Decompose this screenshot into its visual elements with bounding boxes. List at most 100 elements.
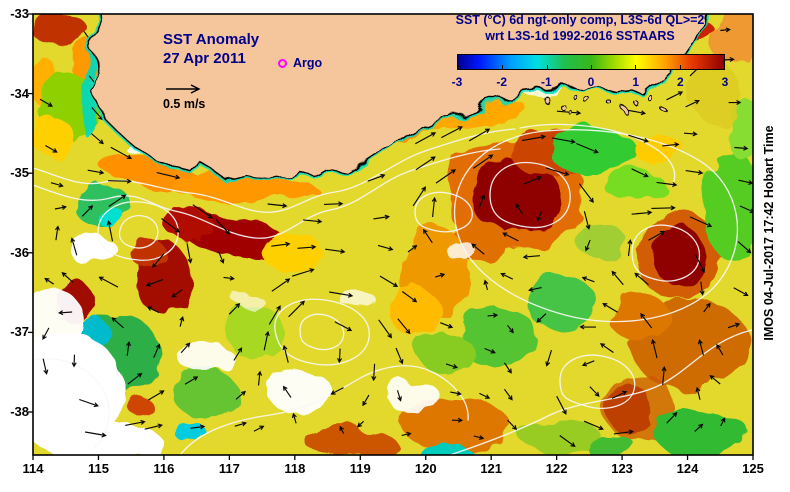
island (658, 104, 664, 110)
anomaly-patch (610, 294, 670, 342)
current-vector-arrow (450, 390, 462, 396)
current-vector-arrow (282, 344, 289, 363)
current-vector-arrow (431, 196, 437, 218)
current-vector-arrow (186, 243, 193, 264)
ssh-contour (414, 191, 473, 233)
current-vector-arrow (703, 302, 711, 313)
current-vector-arrow (551, 137, 576, 145)
ssh-contour (449, 329, 753, 455)
current-vector-arrow (44, 277, 55, 285)
current-vector-arrow (282, 385, 292, 398)
current-vector-arrow (253, 425, 265, 432)
ssh-contour (33, 148, 501, 239)
current-vector-arrow (401, 291, 418, 303)
anomaly-patch (652, 410, 748, 454)
anomaly-patch (340, 291, 376, 309)
anomaly-patch (605, 169, 665, 203)
island (604, 97, 610, 103)
current-vector-arrow (584, 239, 591, 252)
current-vector-arrow (699, 281, 705, 296)
current-vector-arrow (727, 322, 741, 329)
current-vectors (39, 27, 753, 448)
current-vector-arrow (401, 431, 412, 437)
current-vector-arrow (720, 27, 731, 33)
current-vector-arrow (661, 365, 667, 385)
current-vector-arrow (367, 173, 386, 182)
current-vector-arrow (415, 132, 437, 145)
island (647, 95, 653, 101)
current-vector-arrow (85, 431, 107, 438)
current-vector-arrow (716, 343, 724, 356)
current-vector-arrow (602, 302, 618, 313)
current-vector-arrow (468, 128, 491, 142)
current-vector-arrow (106, 220, 114, 242)
map-plot-area (33, 14, 753, 455)
current-vector-arrow (90, 133, 104, 145)
current-vector-arrow (303, 218, 323, 224)
current-vector-arrow (42, 358, 49, 375)
island (575, 97, 581, 103)
current-vector-arrow (379, 275, 399, 288)
current-vector-arrow (611, 390, 628, 399)
ssh-contour (299, 313, 345, 351)
current-vector-arrow (125, 419, 146, 426)
current-vector-arrow (631, 210, 653, 216)
island (567, 109, 573, 115)
anomaly-patch (587, 436, 637, 455)
current-vector-arrow (156, 172, 181, 180)
current-vector-arrow (662, 142, 680, 148)
current-vector-arrow (218, 251, 225, 264)
current-vector-arrow (631, 168, 649, 178)
current-vector-arrow (215, 219, 231, 235)
current-vector-arrow (695, 254, 705, 273)
current-vector-arrow (161, 218, 181, 233)
current-vector-arrow (378, 319, 392, 339)
ssh-contour (274, 298, 370, 366)
current-vector-arrow (373, 214, 391, 220)
current-vector-arrow (734, 145, 749, 151)
current-vector-arrow (500, 272, 514, 280)
anomaly-patch (446, 244, 478, 260)
current-vector-arrow (108, 178, 132, 184)
current-vector-arrow (71, 354, 77, 368)
anomaly-patch (33, 118, 74, 154)
current-vector-arrow (334, 321, 353, 332)
anomaly-patch (652, 225, 704, 285)
current-vector-arrow (323, 201, 344, 207)
anomaly-patch (417, 332, 473, 372)
ssh-contour (559, 354, 636, 409)
ssh-contour (33, 358, 110, 449)
current-vector-arrow (581, 360, 595, 367)
current-vector-arrow (58, 310, 73, 316)
anomaly-patch (389, 381, 441, 415)
island (588, 101, 596, 109)
current-vector-arrow (54, 205, 67, 211)
current-vector-arrow (415, 156, 436, 171)
current-vector-arrow (521, 134, 547, 142)
current-vector-arrow (127, 372, 143, 385)
current-vector-arrow (578, 183, 594, 203)
current-vector-arrow (507, 419, 518, 431)
current-vector-arrow (471, 243, 485, 255)
current-vector-arrow (581, 276, 595, 283)
current-vector-arrow (179, 316, 185, 327)
current-vector-arrow (435, 169, 457, 184)
current-vector-arrow (685, 99, 700, 108)
anomaly-patch (305, 427, 395, 455)
anomaly-patch (128, 396, 152, 416)
current-vector-arrow (628, 134, 649, 143)
anomaly-patch (33, 333, 125, 455)
current-vector-arrow (583, 211, 591, 230)
current-vector-arrow (288, 300, 305, 318)
anomaly-patch (725, 100, 753, 160)
current-vector-arrow (81, 205, 94, 217)
current-vector-arrow (689, 216, 713, 228)
current-vector-arrow (79, 398, 99, 408)
anomaly-patch (234, 292, 262, 308)
current-vector-arrow (267, 203, 288, 209)
anomaly-patch (130, 239, 166, 267)
current-vector-arrow (291, 412, 297, 424)
current-vector-arrow (50, 182, 64, 188)
current-vector-arrow (583, 420, 604, 431)
anomaly-patch (710, 14, 753, 66)
